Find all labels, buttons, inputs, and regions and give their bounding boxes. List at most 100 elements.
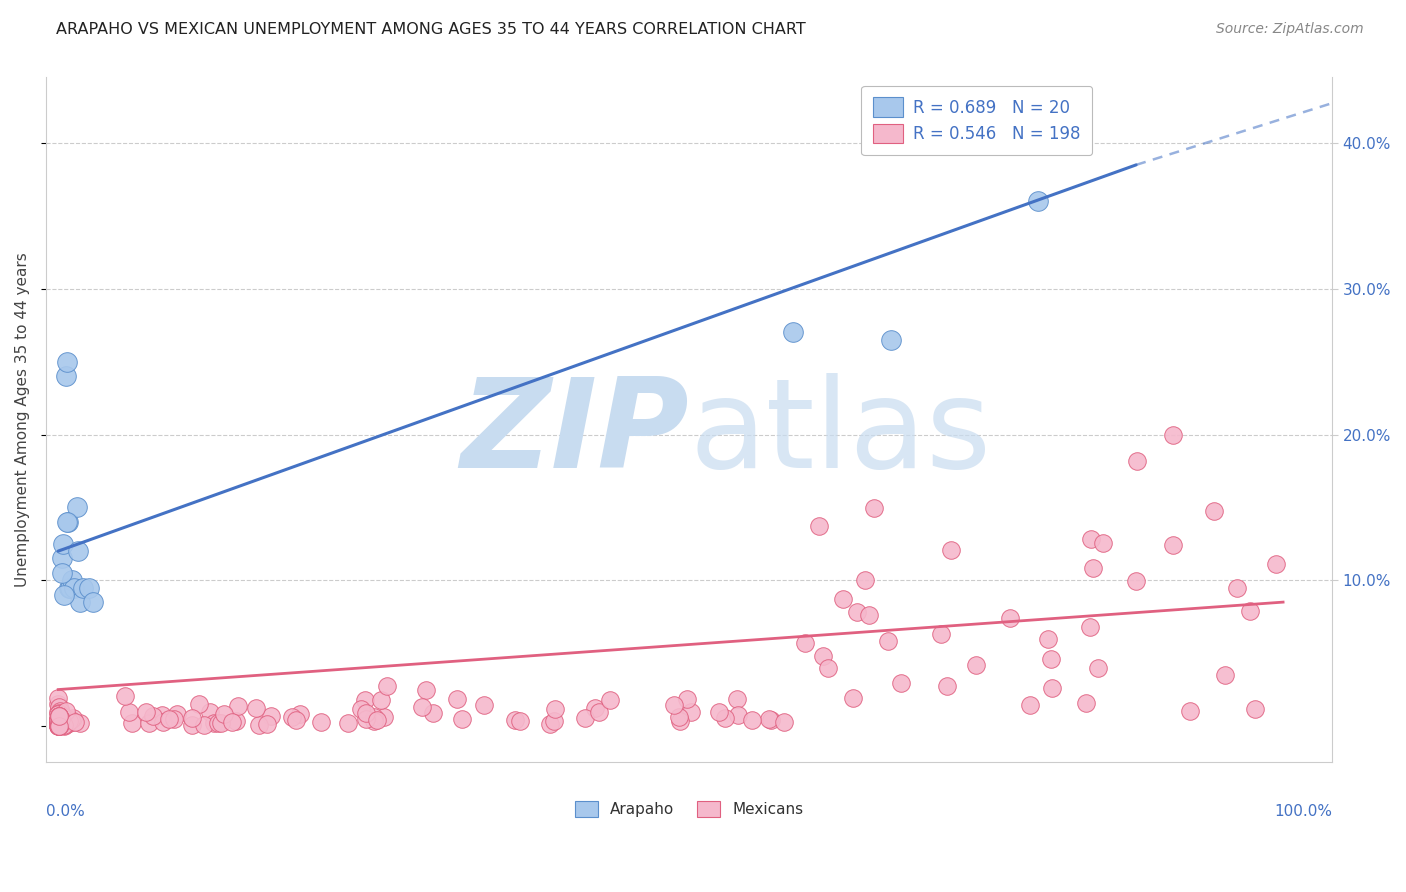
Point	[46, 717, 69, 731]
Point	[1040, 681, 1063, 695]
Point	[55, 713, 77, 727]
Point	[599, 693, 621, 707]
Point	[1036, 632, 1059, 647]
Point	[157, 712, 180, 726]
Point	[55, 715, 77, 730]
Point	[245, 700, 267, 714]
Point	[707, 705, 730, 719]
Point	[1026, 194, 1049, 209]
Point	[48, 715, 70, 730]
Point	[138, 716, 160, 731]
Point	[363, 710, 385, 724]
Point	[939, 542, 962, 557]
Point	[60, 715, 83, 730]
Point	[411, 700, 433, 714]
Point	[48, 718, 70, 732]
Point	[51, 713, 73, 727]
Point	[508, 714, 530, 728]
Point	[77, 581, 100, 595]
Point	[356, 712, 378, 726]
Point	[370, 693, 392, 707]
Point	[59, 713, 82, 727]
Point	[48, 707, 70, 722]
Point	[52, 537, 75, 551]
Point	[48, 718, 70, 732]
Point	[58, 581, 80, 595]
Point	[1081, 560, 1104, 574]
Point	[56, 515, 79, 529]
Point	[574, 711, 596, 725]
Point	[69, 595, 91, 609]
Point	[56, 714, 79, 729]
Point	[56, 515, 79, 529]
Point	[929, 627, 952, 641]
Point	[46, 718, 69, 732]
Point	[48, 714, 70, 729]
Point	[675, 692, 697, 706]
Point	[1125, 574, 1147, 589]
Point	[831, 591, 853, 606]
Point	[377, 679, 399, 693]
Point	[52, 718, 75, 732]
Point	[366, 714, 388, 728]
Point	[311, 714, 333, 729]
Point	[260, 709, 283, 723]
Point	[1019, 698, 1042, 712]
Point	[200, 706, 222, 720]
Point	[49, 702, 72, 716]
Point	[63, 581, 86, 595]
Point	[858, 607, 880, 622]
Point	[1204, 503, 1226, 517]
Point	[48, 716, 70, 731]
Point	[51, 712, 73, 726]
Point	[166, 707, 188, 722]
Point	[142, 708, 165, 723]
Point	[48, 715, 70, 730]
Point	[741, 713, 763, 727]
Point	[48, 717, 70, 731]
Point	[55, 704, 77, 718]
Point	[51, 551, 73, 566]
Point	[48, 713, 70, 727]
Point	[48, 712, 70, 726]
Point	[48, 716, 70, 731]
Point	[53, 718, 76, 732]
Point	[49, 705, 72, 719]
Point	[46, 718, 69, 732]
Point	[163, 712, 186, 726]
Point	[583, 700, 606, 714]
Point	[853, 573, 876, 587]
Point	[1125, 454, 1147, 468]
Point	[727, 707, 749, 722]
Point	[1000, 611, 1022, 625]
Point	[46, 697, 69, 711]
Point	[49, 716, 72, 731]
Point	[55, 717, 77, 731]
Legend: Arapaho, Mexicans: Arapaho, Mexicans	[568, 795, 810, 823]
Point	[48, 709, 70, 723]
Point	[679, 705, 702, 719]
Point	[48, 713, 70, 727]
Point	[336, 715, 359, 730]
Point	[373, 710, 395, 724]
Point	[714, 711, 737, 725]
Point	[49, 712, 72, 726]
Point	[48, 713, 70, 727]
Point	[662, 698, 685, 712]
Point	[794, 636, 817, 650]
Point	[353, 693, 375, 707]
Point	[49, 716, 72, 731]
Point	[193, 717, 215, 731]
Point	[202, 715, 225, 730]
Point	[538, 717, 561, 731]
Point	[114, 689, 136, 703]
Point	[1244, 702, 1267, 716]
Point	[544, 702, 567, 716]
Point	[935, 679, 957, 693]
Point	[48, 718, 70, 732]
Point	[226, 699, 249, 714]
Point	[1161, 428, 1184, 442]
Point	[256, 717, 278, 731]
Point	[281, 710, 304, 724]
Point	[56, 354, 79, 368]
